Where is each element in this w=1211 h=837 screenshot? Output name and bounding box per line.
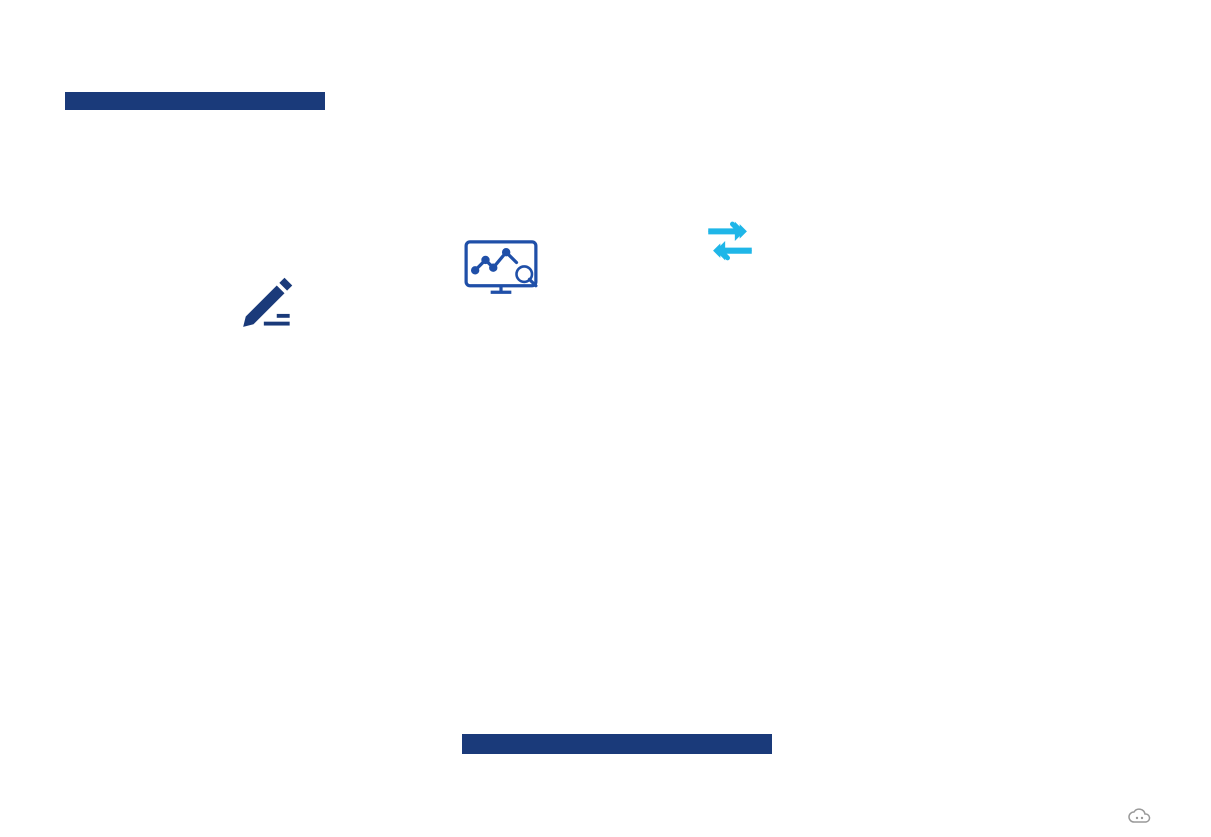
cloud-icon [1128, 808, 1152, 824]
watermark [1128, 808, 1156, 824]
pencil-icon [238, 270, 300, 337]
monitor-icon [462, 238, 540, 305]
ratio-box [462, 734, 772, 754]
arrows-icon [700, 212, 760, 275]
line-chart [0, 0, 1211, 837]
